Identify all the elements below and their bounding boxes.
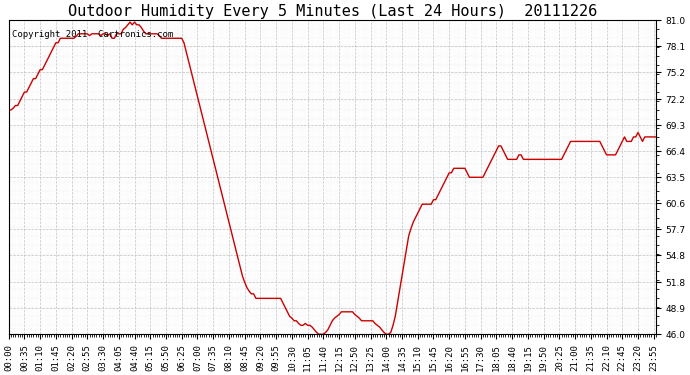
Text: Copyright 2011  Cartronics.com: Copyright 2011 Cartronics.com xyxy=(12,30,173,39)
Title: Outdoor Humidity Every 5 Minutes (Last 24 Hours)  20111226: Outdoor Humidity Every 5 Minutes (Last 2… xyxy=(68,4,597,19)
